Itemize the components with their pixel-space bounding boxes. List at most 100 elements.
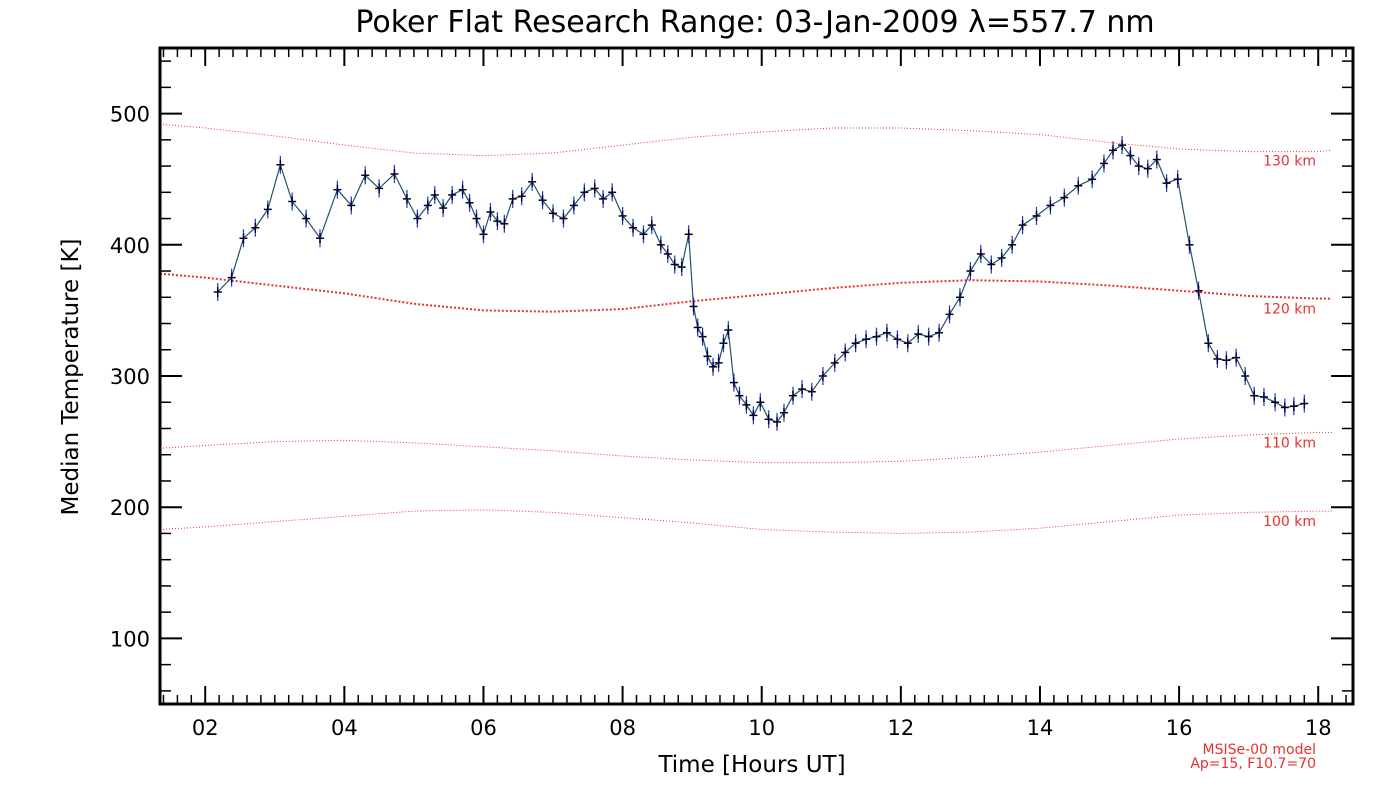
data-point (1008, 235, 1017, 254)
data-point (1099, 154, 1108, 173)
data-point (1185, 235, 1194, 254)
data-point (590, 179, 599, 198)
data-point (1032, 206, 1041, 225)
data-point (903, 334, 912, 353)
data-point (413, 209, 422, 228)
data-point (914, 325, 923, 344)
data-point (479, 225, 488, 244)
data-point (851, 334, 860, 353)
data-point (1204, 334, 1213, 353)
data-point (789, 386, 798, 405)
data-point (549, 204, 558, 223)
y-tick-label: 400 (110, 234, 150, 258)
data-point (1046, 196, 1055, 215)
data-point (684, 225, 693, 244)
data-point (508, 189, 517, 208)
axis-ticks: 02 04 06 08 10 12 14 16 18 100 200 300 400 500 (110, 48, 1353, 740)
data-point (458, 180, 467, 199)
data-point (893, 330, 902, 349)
data-point (779, 403, 788, 422)
data-point (1259, 387, 1268, 406)
data-point (1300, 394, 1309, 413)
data-point (976, 244, 985, 263)
data-point (656, 235, 665, 254)
data-point (1280, 398, 1289, 417)
y-tick-label: 500 (110, 103, 150, 127)
data-point (430, 185, 439, 204)
model-params-note: Ap=15, F10.7=70 (1190, 756, 1316, 772)
data-point (423, 196, 432, 215)
data-point (955, 288, 964, 307)
data-point (1250, 386, 1259, 405)
data-point (361, 166, 370, 185)
data-point (639, 225, 648, 244)
data-point (714, 353, 723, 372)
data-point (798, 380, 807, 399)
x-tick-label: 18 (1305, 716, 1332, 740)
y-tick-label: 100 (110, 627, 150, 651)
data-point (677, 258, 686, 277)
data-point (693, 318, 702, 337)
data-point (276, 155, 285, 174)
data-point (1194, 281, 1203, 300)
model-curve-label: 110 km (1263, 435, 1316, 451)
data-point (608, 183, 617, 202)
data-point (1126, 146, 1135, 165)
x-tick-label: 02 (192, 716, 219, 740)
data-point (841, 343, 850, 362)
data-point (729, 373, 738, 392)
series-line (217, 144, 1305, 423)
data-point (599, 189, 608, 208)
data-point (689, 297, 698, 316)
data-point (1088, 170, 1097, 189)
data-point (1143, 159, 1152, 178)
data-point (647, 216, 656, 235)
data-point (1109, 141, 1118, 160)
data-point (1134, 157, 1143, 176)
data-point (1213, 349, 1222, 368)
data-point (580, 183, 589, 202)
y-tick-label: 300 (110, 365, 150, 389)
data-point (239, 229, 248, 248)
data-point (263, 200, 272, 219)
data-point (500, 214, 509, 233)
model-curve-label: 100 km (1263, 514, 1316, 530)
data-point (924, 327, 933, 346)
data-point (698, 327, 707, 346)
plot-frame (158, 46, 1355, 706)
data-point (966, 262, 975, 281)
data-point (1162, 174, 1171, 193)
data-point (1060, 188, 1069, 207)
data-point (1271, 393, 1280, 412)
data-point (670, 255, 679, 274)
data-point (1152, 150, 1161, 169)
data-point (302, 209, 311, 228)
data-point (465, 193, 474, 212)
data-point (402, 189, 411, 208)
data-point (773, 412, 782, 431)
data-point (709, 357, 718, 376)
data-point (439, 199, 448, 218)
data-point (1118, 136, 1127, 155)
model-name-note: MSISe-00 model (1202, 742, 1316, 758)
data-point (448, 185, 457, 204)
x-tick-label: 08 (609, 716, 636, 740)
data-point (749, 406, 758, 425)
data-point (1289, 397, 1298, 416)
data-point (486, 203, 495, 221)
data-series (213, 136, 1309, 431)
model-curve-100-km (159, 509, 1333, 534)
data-point (493, 212, 502, 231)
data-point (830, 353, 839, 372)
x-tick-label: 16 (1166, 716, 1193, 740)
x-axis-label: Time [Hours UT] (657, 752, 845, 778)
data-point (288, 192, 297, 211)
data-point (1222, 351, 1231, 370)
y-tick-label: 200 (110, 496, 150, 520)
x-tick-label: 06 (470, 716, 497, 740)
x-tick-label: 12 (887, 716, 914, 740)
model-curves: 130 km 120 km 110 km 100 km (159, 123, 1333, 534)
data-point (735, 386, 744, 405)
data-point (987, 255, 996, 274)
data-point (569, 196, 578, 215)
